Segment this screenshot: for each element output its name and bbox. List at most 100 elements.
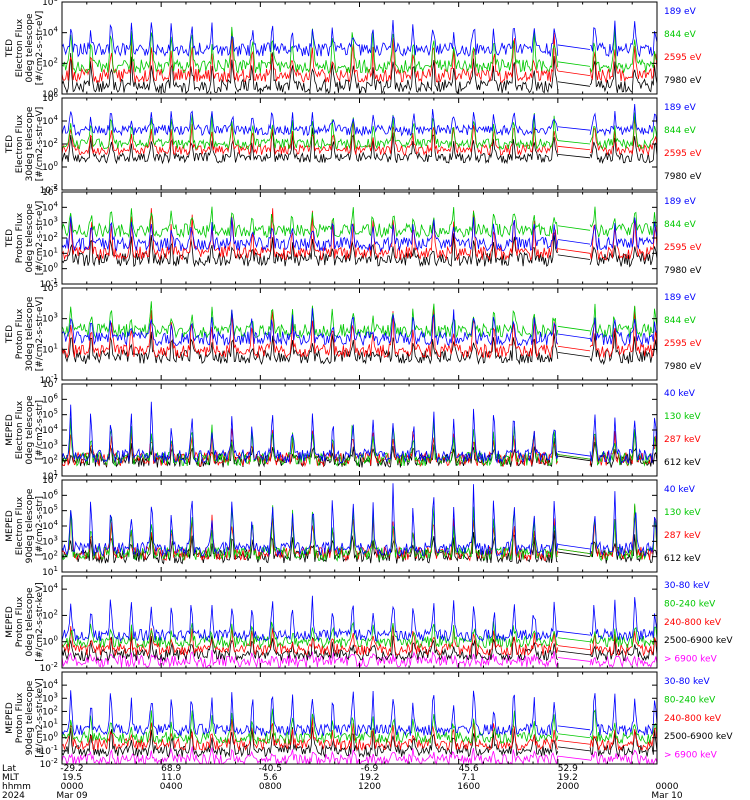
legend-entry: 189 eV xyxy=(664,197,697,207)
y-axis-label-line: Proton Flux xyxy=(15,308,25,359)
y-tick-base: 10 xyxy=(42,117,54,127)
legend-entry: 189 eV xyxy=(664,103,697,113)
mlt-label: 19.2 xyxy=(359,773,379,783)
legend-entry: 240-800 keV xyxy=(664,714,722,724)
series-line xyxy=(61,401,559,465)
y-tick-exponent: 2 xyxy=(54,704,58,712)
series-line xyxy=(589,103,658,137)
gap-connector xyxy=(557,239,591,245)
y-tick-label: 101 xyxy=(42,565,58,578)
y-tick-base: 10 xyxy=(40,280,52,290)
y-tick-exponent: 2 xyxy=(54,454,58,462)
y-tick-label: 100 xyxy=(42,262,58,275)
gap-connector xyxy=(557,451,591,457)
series-line xyxy=(61,308,558,347)
y-tick-label: 104 xyxy=(42,200,58,213)
y-tick-label: 101 xyxy=(42,469,58,482)
series-line xyxy=(589,597,658,642)
series-trace xyxy=(61,103,658,137)
time-axis: LatMLThhmm2024-29.219.5000068.911.00400-… xyxy=(2,764,683,800)
y-axis-label-line: [#/cm2-s-str-keV] xyxy=(35,582,45,661)
series-trace xyxy=(61,308,658,347)
y-tick-label: 104 xyxy=(42,678,58,691)
y-tick-base: 10 xyxy=(42,537,54,547)
y-tick-exponent: 0 xyxy=(54,262,58,270)
y-tick-label: 105 xyxy=(42,504,58,517)
series-line xyxy=(61,438,559,468)
y-tick-exponent: 3 xyxy=(54,216,58,224)
y-tick-base: 10 xyxy=(42,522,54,532)
series-trace xyxy=(61,620,658,650)
y-tick-base: 10 xyxy=(42,29,54,39)
y-tick-exponent: 1 xyxy=(54,342,58,350)
legend-entry: 40 keV xyxy=(664,389,696,399)
series-line xyxy=(589,414,658,465)
y-tick-label: 104 xyxy=(42,114,58,127)
y-tick-label: 104 xyxy=(42,423,58,436)
y-axis-label-line: TED xyxy=(5,229,15,248)
y-tick-label: 100 xyxy=(42,87,58,100)
y-tick-label: 10-1 xyxy=(40,277,58,290)
legend-entry: 40 keV xyxy=(664,485,696,495)
y-tick-label: 106 xyxy=(42,488,58,501)
y-tick-base: 10 xyxy=(42,94,54,104)
gap-connector xyxy=(557,548,591,554)
y-tick-label: 100 xyxy=(42,160,58,173)
y-tick-exponent: -2 xyxy=(51,757,58,765)
panel-frame xyxy=(61,671,658,765)
series-trace xyxy=(61,26,658,75)
y-tick-exponent: 3 xyxy=(54,534,58,542)
y-axis-label-line: 30deg telescope xyxy=(25,106,35,181)
lat-label: 45.6 xyxy=(459,764,479,774)
legend-entry: 844 eV xyxy=(664,316,697,326)
y-axis-label-line: Proton Flux xyxy=(15,212,25,263)
gap-connector xyxy=(557,637,591,643)
y-tick-base: 10 xyxy=(42,611,54,621)
panel-frame xyxy=(61,575,658,669)
gap-connector xyxy=(557,455,591,462)
y-axis-label-line: TED xyxy=(5,39,15,58)
mlt-label: 11.0 xyxy=(161,773,181,783)
gap-connector xyxy=(557,645,591,650)
series-trace xyxy=(61,208,658,262)
y-tick-exponent: -1 xyxy=(51,277,58,285)
y-tick-label: 103 xyxy=(42,534,58,547)
y-axis-label-line: 30deg telescope xyxy=(25,296,35,371)
legend-entry: 7980 eV xyxy=(664,172,702,182)
legend-entry: 240-800 keV xyxy=(664,618,722,628)
legend-entry: 7980 eV xyxy=(664,362,702,372)
y-axis-label-line: MEPED xyxy=(5,606,15,638)
legend-entry: 30-80 keV xyxy=(664,677,710,687)
y-tick-exponent: 4 xyxy=(54,678,59,686)
series-line xyxy=(61,127,559,165)
y-axis-label-line: [#/cm2-s-str-eV] xyxy=(35,201,45,276)
y-tick-exponent: 3 xyxy=(54,691,58,699)
y-tick-exponent: 0 xyxy=(54,160,58,168)
y-tick-exponent: 3 xyxy=(54,438,58,446)
y-tick-exponent: 4 xyxy=(54,519,59,527)
series-line xyxy=(589,206,658,238)
legend-entry: 612 keV xyxy=(664,458,701,468)
y-tick-label: 10-2 xyxy=(40,661,58,674)
legend-entry: 2595 eV xyxy=(664,339,702,349)
y-tick-exponent: 4 xyxy=(54,200,59,208)
series-line xyxy=(589,245,658,268)
y-axis-label-line: TED xyxy=(5,135,15,154)
series-line xyxy=(61,26,559,75)
series-line xyxy=(589,430,658,467)
y-tick-exponent: 4 xyxy=(54,423,59,431)
y-tick-base: 10 xyxy=(42,345,54,355)
series-line xyxy=(589,491,658,557)
legend-entry: 189 eV xyxy=(664,293,697,303)
y-tick-label: 101 xyxy=(42,246,58,259)
y-axis-label-line: Electron Flux xyxy=(15,496,25,555)
gap-connector xyxy=(557,325,591,332)
series-trace xyxy=(61,690,658,737)
series-trace xyxy=(61,232,658,268)
legend-entry: 2500-6900 keV xyxy=(664,732,733,742)
legend-entry: 80-240 keV xyxy=(664,599,716,609)
y-tick-base: 10 xyxy=(42,411,54,421)
